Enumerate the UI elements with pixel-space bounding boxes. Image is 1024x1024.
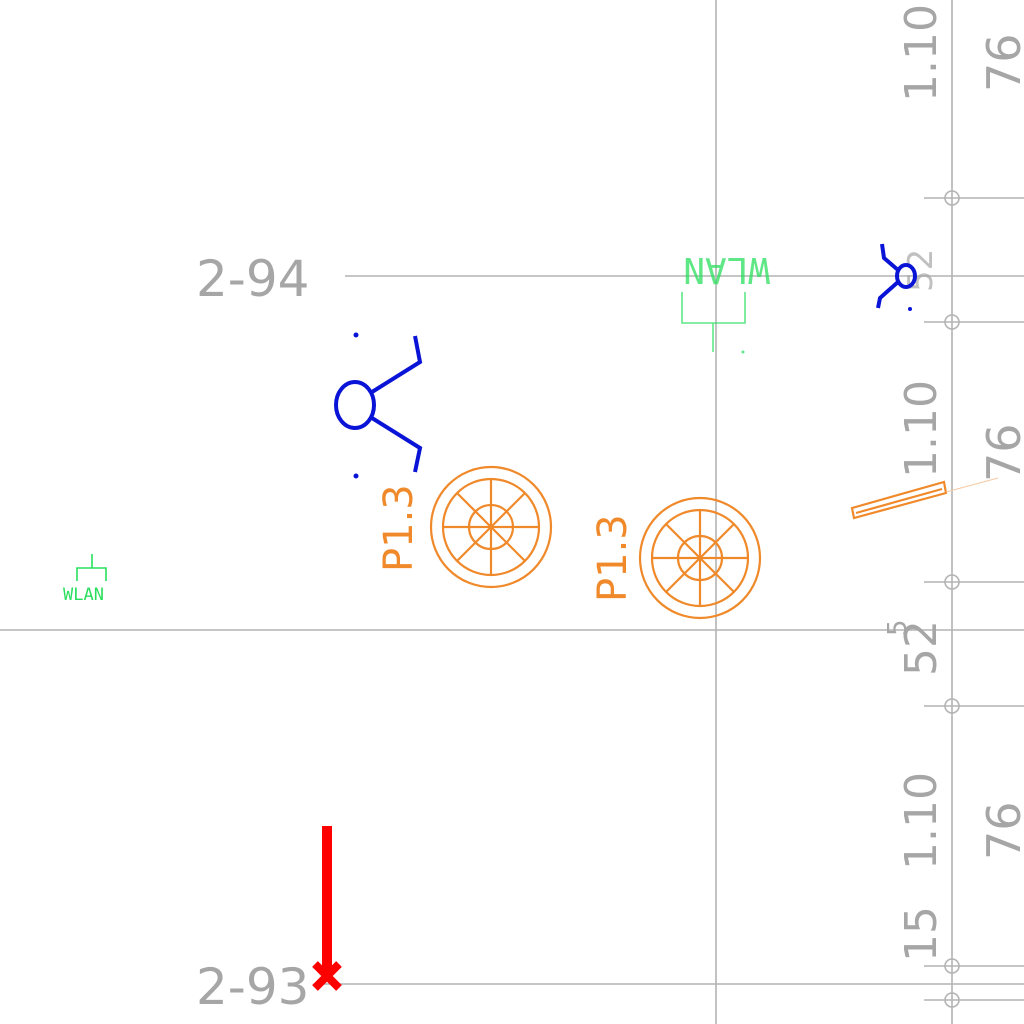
grid-label-2-93: 2-93 xyxy=(196,958,309,1016)
fixture-label-1: P1.3 xyxy=(376,484,422,572)
dimension-text-76-mid: 76 xyxy=(977,423,1024,482)
linear-fixture-symbol xyxy=(850,477,999,520)
dimension-text-1-10-top: 1.10 xyxy=(896,4,947,102)
dimension-text-15: 15 xyxy=(896,906,947,962)
sensor-symbol xyxy=(334,332,423,479)
red-marker xyxy=(312,826,342,991)
wlan-symbol-small xyxy=(76,554,107,581)
wlan-label-small: WLAN xyxy=(63,585,104,605)
dimension-text-52: 52 xyxy=(896,620,947,676)
dimension-text-1-10-mid: 1.10 xyxy=(896,380,947,478)
fixture-symbol-1 xyxy=(429,465,553,589)
fixture-symbol-2 xyxy=(638,496,762,620)
sensor-symbol-small xyxy=(876,243,917,311)
dimension-text-52-sup: 5 xyxy=(883,619,913,636)
dimension-text-1-10-low: 1.10 xyxy=(896,772,947,870)
wlan-symbol-large xyxy=(681,292,746,354)
dimension-text-76-low: 76 xyxy=(977,801,1024,860)
fixture-label-2: P1.3 xyxy=(590,514,636,602)
dimension-ticks xyxy=(924,190,1024,1008)
dimension-text-76-top: 76 xyxy=(977,33,1024,92)
wlan-label-large: WLAN xyxy=(683,249,770,290)
grid-label-2-94: 2-94 xyxy=(196,250,309,308)
